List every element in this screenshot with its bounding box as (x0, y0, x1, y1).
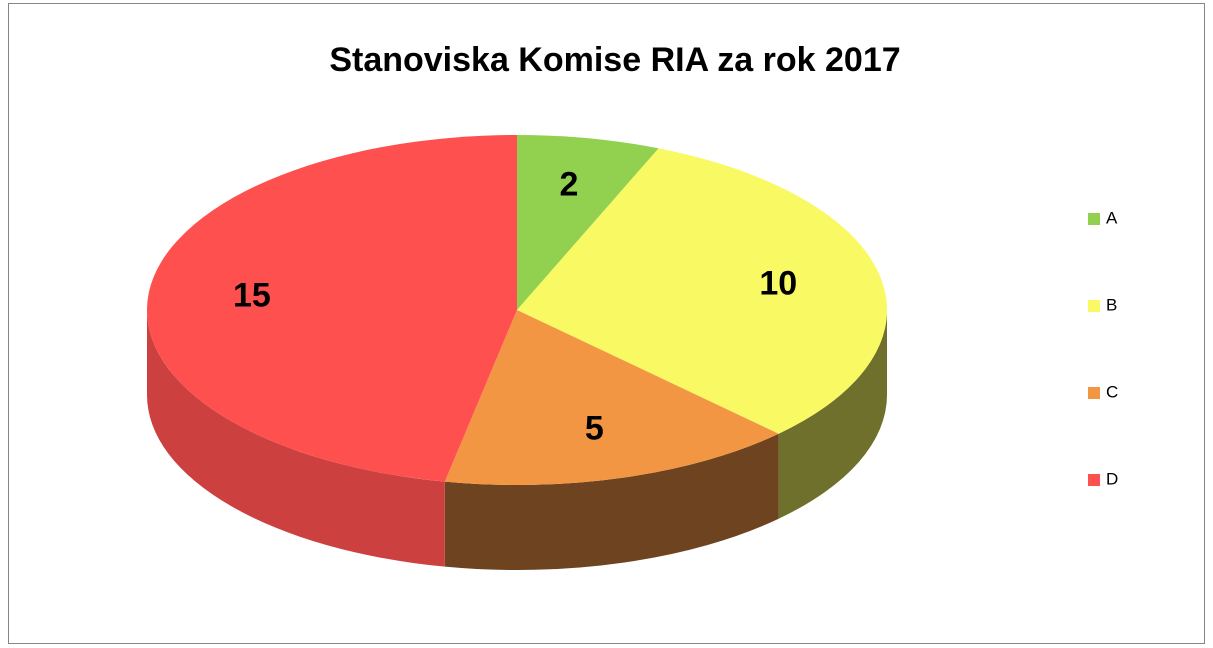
chart-title: Stanoviska Komise RIA za rok 2017 (329, 41, 900, 79)
slice (444, 310, 779, 486)
slice (517, 135, 659, 310)
legend-swatch (1088, 300, 1100, 312)
data-label: 10 (759, 264, 797, 302)
slice-side (778, 310, 887, 519)
legend-label: B (1106, 295, 1117, 314)
legend-swatch (1088, 474, 1100, 486)
slice-side (147, 310, 445, 567)
legend-label: D (1106, 469, 1118, 488)
slice (517, 148, 887, 434)
data-label: 5 (585, 410, 604, 448)
slice-side (444, 433, 779, 571)
data-label: 15 (233, 277, 271, 315)
data-label: 2 (560, 165, 579, 203)
slice (146, 135, 517, 482)
legend-swatch (1088, 387, 1100, 399)
legend-swatch (1088, 213, 1100, 225)
legend-label: C (1106, 382, 1118, 401)
legend-label: A (1106, 208, 1118, 227)
